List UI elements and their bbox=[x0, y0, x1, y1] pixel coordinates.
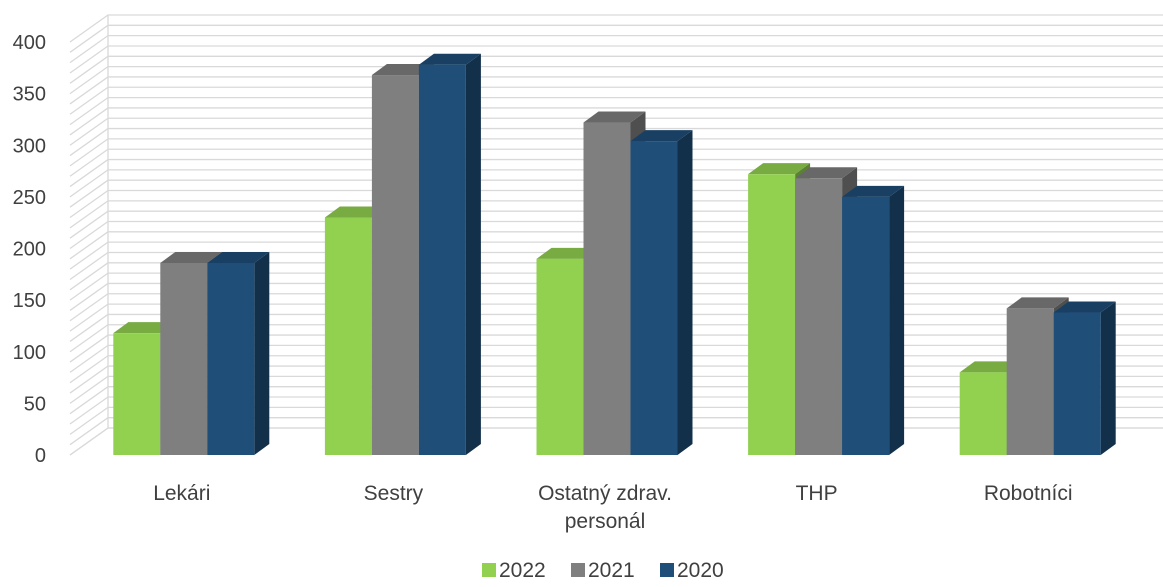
bar-top bbox=[113, 322, 176, 334]
bar-front bbox=[536, 258, 584, 455]
bar-front bbox=[748, 174, 796, 455]
bar-top bbox=[371, 64, 434, 76]
legend-entry-2022: 2022 bbox=[482, 559, 546, 582]
y-tick-label: 400 bbox=[13, 32, 46, 54]
x-tick-label: Lekári bbox=[153, 482, 210, 505]
gridline-minor bbox=[69, 96, 1163, 126]
legend-label: 2022 bbox=[499, 559, 546, 582]
bar-top bbox=[959, 361, 1022, 373]
bar-top bbox=[1053, 301, 1116, 313]
gridline-minor bbox=[69, 76, 1163, 105]
bar-top bbox=[1006, 297, 1069, 309]
y-tick-label: 50 bbox=[24, 393, 46, 415]
gridline-minor bbox=[69, 127, 1163, 157]
x-tick-label: Robotníci bbox=[984, 482, 1073, 505]
bar-top bbox=[324, 206, 387, 218]
bar-front bbox=[418, 64, 466, 455]
bar-top bbox=[583, 111, 646, 123]
y-tick-label: 250 bbox=[13, 187, 46, 209]
gridline-major bbox=[69, 117, 1163, 146]
bar-front bbox=[371, 75, 419, 455]
bar-2020-5 bbox=[1053, 301, 1116, 455]
legend-swatch bbox=[660, 563, 674, 577]
gridline-minor bbox=[69, 55, 1163, 84]
y-tick-label: 300 bbox=[13, 135, 46, 157]
y-axis: 0 50 100 150 200 250 300 350 400 bbox=[13, 32, 46, 467]
bar-top bbox=[160, 251, 223, 263]
bar-front bbox=[795, 178, 843, 456]
x-tick-label: Sestry bbox=[364, 482, 424, 505]
bar-side bbox=[677, 130, 693, 455]
gridline-minor bbox=[69, 35, 1163, 64]
bar-2020-4 bbox=[842, 185, 905, 455]
bar-2020-1 bbox=[207, 251, 270, 455]
bar-front bbox=[583, 122, 631, 455]
bar-front bbox=[324, 217, 372, 455]
bar-top bbox=[795, 167, 858, 179]
gridline-minor bbox=[69, 138, 1163, 167]
legend-entry-2020: 2020 bbox=[660, 559, 724, 582]
bar-front bbox=[160, 262, 208, 455]
bar-side bbox=[465, 53, 481, 456]
bars bbox=[113, 53, 1116, 456]
bar-top bbox=[630, 130, 693, 142]
gridline-major bbox=[69, 65, 1163, 95]
x-tick-label: THP bbox=[796, 482, 838, 505]
bar-side bbox=[1100, 301, 1116, 455]
y-tick-label: 200 bbox=[13, 239, 46, 261]
bar-front bbox=[113, 333, 161, 455]
y-tick-label: 150 bbox=[13, 290, 46, 312]
bar-front bbox=[630, 141, 678, 455]
gridline-minor bbox=[69, 107, 1163, 136]
bar-front bbox=[842, 196, 890, 455]
legend: 2022 2021 2020 bbox=[482, 559, 724, 582]
legend-label: 2021 bbox=[588, 559, 635, 582]
legend-swatch bbox=[482, 563, 496, 577]
gridline-minor bbox=[69, 24, 1163, 53]
bar-front bbox=[1053, 312, 1101, 455]
legend-swatch bbox=[571, 563, 585, 577]
bar-2020-2 bbox=[418, 53, 481, 456]
y-tick-label: 0 bbox=[35, 445, 46, 467]
bar-top bbox=[207, 251, 270, 263]
y-tick-label: 100 bbox=[13, 342, 46, 364]
bar-front bbox=[207, 262, 255, 455]
bar-top bbox=[536, 247, 599, 259]
x-axis: Lekári Sestry Ostatný zdrav. personál THP Rob… bbox=[153, 482, 1072, 533]
gridline-major bbox=[69, 14, 1163, 43]
gridline-minor bbox=[69, 148, 1163, 177]
bar-front bbox=[959, 372, 1007, 455]
legend-label: 2020 bbox=[677, 559, 724, 582]
x-tick-label: Ostatný zdrav. personál bbox=[538, 482, 672, 533]
gridline-minor bbox=[69, 158, 1163, 188]
bar-front bbox=[1006, 308, 1054, 455]
bar-top bbox=[842, 185, 905, 197]
legend-entry-2021: 2021 bbox=[571, 559, 635, 582]
bar-side bbox=[889, 185, 905, 455]
bar-2020-3 bbox=[630, 130, 693, 455]
gridline-minor bbox=[69, 86, 1163, 115]
bar-side bbox=[254, 251, 270, 455]
y-tick-label: 350 bbox=[13, 84, 46, 106]
gridline-minor bbox=[69, 45, 1163, 74]
bar-top bbox=[748, 163, 811, 175]
bar-top bbox=[418, 53, 481, 65]
